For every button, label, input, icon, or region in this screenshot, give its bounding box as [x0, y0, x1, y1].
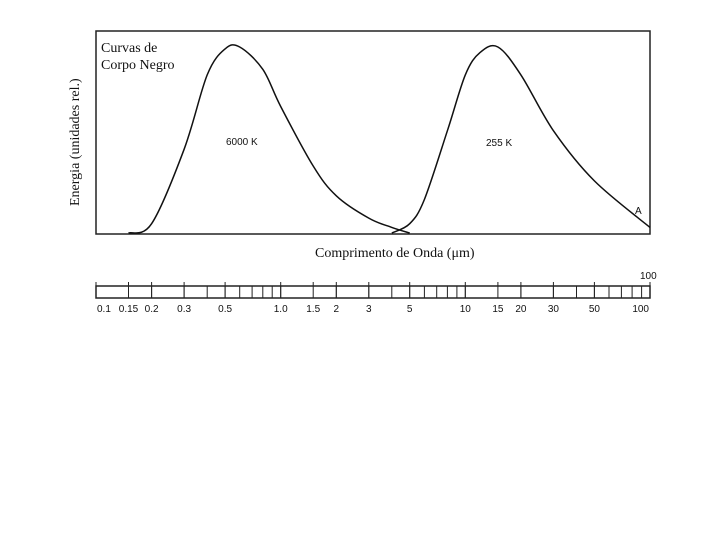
- scale-tick-label: 0.3: [177, 304, 191, 315]
- scale-tick-label: 100: [632, 304, 649, 315]
- scale-tick-label: 20: [515, 304, 527, 315]
- curves-group: [128, 44, 651, 234]
- scale-tick-label: 1.0: [274, 304, 288, 315]
- scale-tick-label: 1.5: [306, 304, 320, 315]
- scale-ticks-group: 0.1 0.15 0.2 0.3 0.5 1.0 1.5 2 3 5 10 15 20 30 50 100: [95, 282, 651, 315]
- plot-frame: [95, 30, 651, 235]
- series-line-0: [128, 44, 410, 234]
- y-axis-label: Energia (unidades rel.): [68, 78, 83, 206]
- scale-tick-label: 0.1: [97, 304, 111, 315]
- scale-tick-label: 3: [366, 304, 372, 315]
- scale-tick-label: 2: [334, 304, 340, 315]
- scale-tick-label: 30: [548, 304, 560, 315]
- scale-tick-label: 50: [589, 304, 601, 315]
- scale-tick-label: 0.15: [119, 304, 139, 315]
- annotation-a: A: [635, 206, 642, 217]
- scale-tick-label: 15: [492, 304, 504, 315]
- series-label-255k: 255 K: [486, 138, 512, 149]
- series-label-6000k: 6000 K: [226, 137, 258, 148]
- chart-title-line-1: Curvas de: [101, 41, 157, 56]
- chart-title-line-2: Corpo Negro: [101, 58, 175, 73]
- scale-tick-label: 0.2: [145, 304, 159, 315]
- scale-bar: [95, 285, 651, 299]
- scale-tick-label: 0.5: [218, 304, 232, 315]
- scale-end-label-top: 100: [640, 271, 657, 282]
- series-line-1: [391, 44, 651, 234]
- scale-tick-label: 5: [407, 304, 413, 315]
- scale-tick-label: 10: [460, 304, 472, 315]
- x-axis-label: Comprimento de Onda (μm): [315, 246, 475, 261]
